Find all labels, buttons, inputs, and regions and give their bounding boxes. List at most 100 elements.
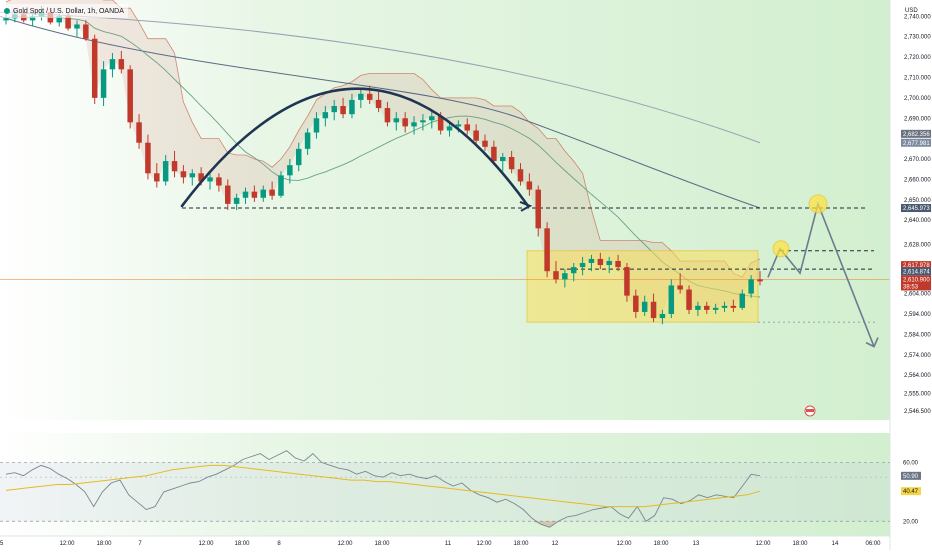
candle-body [553,271,558,279]
candle-body [269,190,274,196]
candle-body [119,59,124,69]
time-tick-label: 8 [277,541,281,547]
candle-body [722,306,727,308]
price-tick-label: 2,740.000 [904,14,931,20]
indicator-tick-label: 20.00 [903,519,919,525]
candle-body [651,302,656,318]
time-tick-label: 12:00 [616,541,632,547]
price-tick-label: 2,720.000 [904,55,931,61]
candle-body [65,16,70,28]
time-tick-label: 12 [552,541,559,547]
price-label-text: 2,645.973 [903,206,930,212]
candle-body [624,267,629,296]
candle-body [580,263,585,267]
time-tick-label: 12:00 [198,541,214,547]
time-tick-label: 12:00 [337,541,353,547]
time-tick-label: 13 [693,541,700,547]
candle-body [660,314,665,318]
candle-body [181,171,186,177]
price-tick-label: 2,555.000 [904,391,931,397]
candle-body [411,122,416,126]
price-label-text: 38:53 [903,284,919,290]
candle-body [420,120,425,122]
candle-body [500,157,505,161]
candle-body [527,181,532,189]
candle-body [731,306,736,308]
candle-body [225,186,230,204]
candle-body [172,161,177,171]
candle-body [633,296,638,312]
time-tick-label: 18:00 [96,541,112,547]
candle-body [110,59,115,69]
candle-body [260,190,265,198]
target-marker-circle [773,241,789,257]
time-tick-label: 12:00 [59,541,75,547]
time-tick-label: 18:00 [653,541,669,547]
candle-body [642,302,647,312]
candle-body [323,112,328,118]
price-tick-label: 2,670.000 [904,157,931,163]
candle-body [92,39,97,98]
candle-body [83,24,88,38]
candle-body [358,94,363,100]
candle-body [465,124,470,130]
price-tick-label: 2,594.000 [904,312,931,318]
indicator-tick-label: 50.90 [903,474,919,480]
time-tick-label: 14 [832,541,839,547]
candle-body [145,143,150,174]
candle-body [571,267,576,273]
candle-body [367,94,372,100]
candle-body [252,192,257,198]
price-tick-label: 2,690.000 [904,116,931,122]
time-tick-label: 06:00 [865,541,881,547]
time-tick-label: 18:00 [374,541,390,547]
time-tick-label: 7 [138,541,142,547]
price-tick-label: 2,584.000 [904,332,931,338]
indicator-tick-label: 40.47 [903,489,919,495]
candle-body [757,279,762,281]
candle-body [207,177,212,181]
time-tick-label: 18:00 [513,541,529,547]
candle-body [296,149,301,165]
candle-body [518,169,523,181]
price-tick-label: 2,628.000 [904,243,931,249]
candle-body [394,118,399,122]
candle-body [606,261,611,265]
time-tick-label: 11 [445,541,452,547]
price-label-text: 2,614.874 [903,269,930,275]
candle-body [234,198,239,204]
candle-body [482,141,487,147]
price-label-text: 2,682.356 [903,132,930,138]
candle-body [385,108,390,122]
candle-body [704,306,709,310]
candle-body [3,18,8,20]
candle-body [535,190,540,229]
candle-body [473,130,478,140]
candle-body [713,308,718,310]
currency-label: USD [905,8,918,14]
candle-body [331,106,336,112]
candle-body [509,157,514,169]
pane-separator [0,420,932,433]
candle-body [695,306,700,310]
candle-body [615,261,620,267]
price-tick-label: 2,564.000 [904,373,931,379]
price-tick-label: 2,640.000 [904,218,931,224]
candle-body [340,106,345,114]
candle-body [154,173,159,181]
candle-body [447,126,452,130]
candle-body [429,116,434,120]
price-tick-label: 2,710.000 [904,75,931,81]
candle-body [686,290,691,310]
peak-marker-circle [809,195,827,213]
candle-body [314,118,319,132]
symbol-title: Gold Spot / U.S. Dollar, 1h, OANDA [13,8,124,15]
candle-body [136,122,141,142]
candle-body [562,273,567,279]
candle-body [278,175,283,195]
candle-body [163,161,168,181]
price-tick-label: 2,650.000 [904,198,931,204]
symbol-title-bar[interactable]: Gold Spot / U.S. Dollar, 1h, OANDA [0,4,128,18]
